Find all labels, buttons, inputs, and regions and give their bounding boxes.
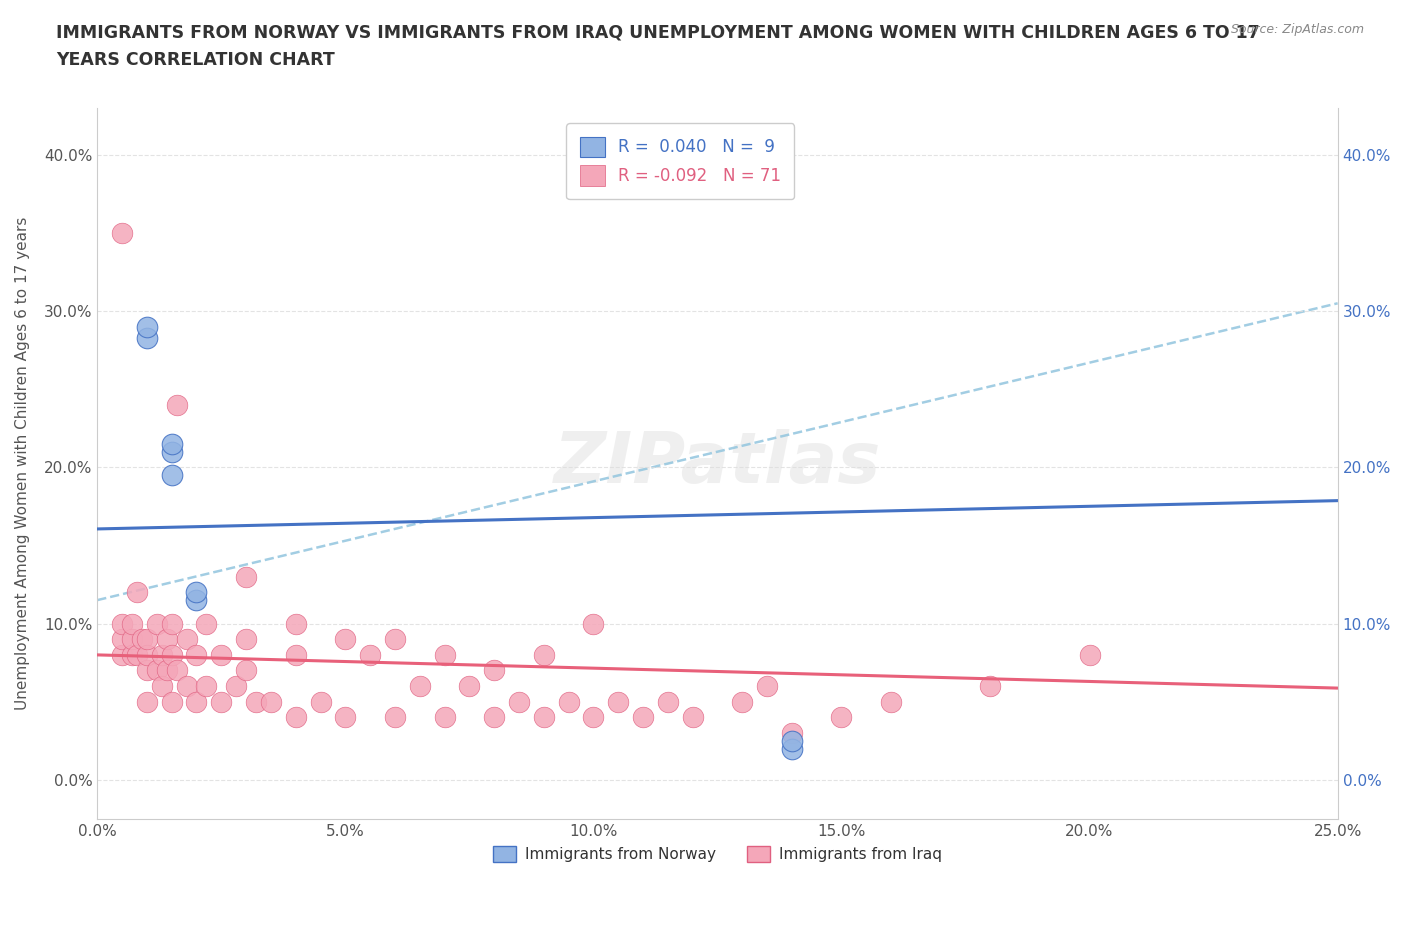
- Point: [657, 694, 679, 709]
- Point: [195, 679, 218, 694]
- Text: ZIPatlas: ZIPatlas: [554, 429, 882, 498]
- Point: [880, 694, 903, 709]
- Point: [121, 631, 143, 646]
- Point: [731, 694, 754, 709]
- Point: [631, 710, 654, 724]
- Point: [135, 330, 157, 345]
- Point: [284, 616, 307, 631]
- Point: [1078, 647, 1101, 662]
- Point: [160, 436, 183, 451]
- Point: [146, 663, 169, 678]
- Legend: Immigrants from Norway, Immigrants from Iraq: Immigrants from Norway, Immigrants from …: [486, 840, 948, 868]
- Point: [384, 631, 406, 646]
- Point: [111, 226, 134, 241]
- Point: [209, 647, 232, 662]
- Point: [780, 741, 803, 756]
- Point: [156, 631, 179, 646]
- Point: [186, 592, 208, 607]
- Point: [176, 679, 198, 694]
- Point: [335, 710, 357, 724]
- Point: [235, 663, 257, 678]
- Point: [458, 679, 481, 694]
- Point: [682, 710, 704, 724]
- Point: [582, 710, 605, 724]
- Point: [160, 647, 183, 662]
- Point: [209, 694, 232, 709]
- Point: [160, 694, 183, 709]
- Point: [225, 679, 247, 694]
- Point: [780, 733, 803, 748]
- Point: [186, 647, 208, 662]
- Point: [433, 710, 456, 724]
- Point: [111, 647, 134, 662]
- Point: [135, 694, 157, 709]
- Point: [160, 468, 183, 483]
- Point: [111, 631, 134, 646]
- Point: [830, 710, 852, 724]
- Point: [156, 663, 179, 678]
- Point: [384, 710, 406, 724]
- Point: [235, 631, 257, 646]
- Point: [166, 397, 188, 412]
- Point: [125, 585, 148, 600]
- Point: [121, 616, 143, 631]
- Point: [533, 647, 555, 662]
- Point: [160, 616, 183, 631]
- Point: [979, 679, 1001, 694]
- Text: IMMIGRANTS FROM NORWAY VS IMMIGRANTS FROM IRAQ UNEMPLOYMENT AMONG WOMEN WITH CHI: IMMIGRANTS FROM NORWAY VS IMMIGRANTS FRO…: [56, 23, 1260, 41]
- Point: [482, 663, 505, 678]
- Point: [557, 694, 579, 709]
- Point: [582, 616, 605, 631]
- Point: [433, 647, 456, 662]
- Point: [533, 710, 555, 724]
- Point: [508, 694, 530, 709]
- Point: [235, 569, 257, 584]
- Point: [131, 631, 153, 646]
- Point: [335, 631, 357, 646]
- Point: [284, 710, 307, 724]
- Point: [160, 445, 183, 459]
- Point: [409, 679, 432, 694]
- Text: YEARS CORRELATION CHART: YEARS CORRELATION CHART: [56, 51, 335, 69]
- Point: [780, 725, 803, 740]
- Point: [607, 694, 630, 709]
- Point: [482, 710, 505, 724]
- Point: [195, 616, 218, 631]
- Point: [135, 647, 157, 662]
- Point: [359, 647, 381, 662]
- Point: [260, 694, 283, 709]
- Point: [111, 616, 134, 631]
- Point: [135, 663, 157, 678]
- Point: [186, 585, 208, 600]
- Point: [146, 616, 169, 631]
- Point: [121, 647, 143, 662]
- Point: [176, 631, 198, 646]
- Point: [309, 694, 332, 709]
- Point: [150, 647, 173, 662]
- Point: [125, 647, 148, 662]
- Point: [150, 679, 173, 694]
- Point: [135, 631, 157, 646]
- Point: [135, 319, 157, 334]
- Point: [284, 647, 307, 662]
- Text: Source: ZipAtlas.com: Source: ZipAtlas.com: [1230, 23, 1364, 36]
- Point: [186, 694, 208, 709]
- Point: [245, 694, 267, 709]
- Y-axis label: Unemployment Among Women with Children Ages 6 to 17 years: Unemployment Among Women with Children A…: [15, 217, 30, 711]
- Point: [166, 663, 188, 678]
- Point: [756, 679, 779, 694]
